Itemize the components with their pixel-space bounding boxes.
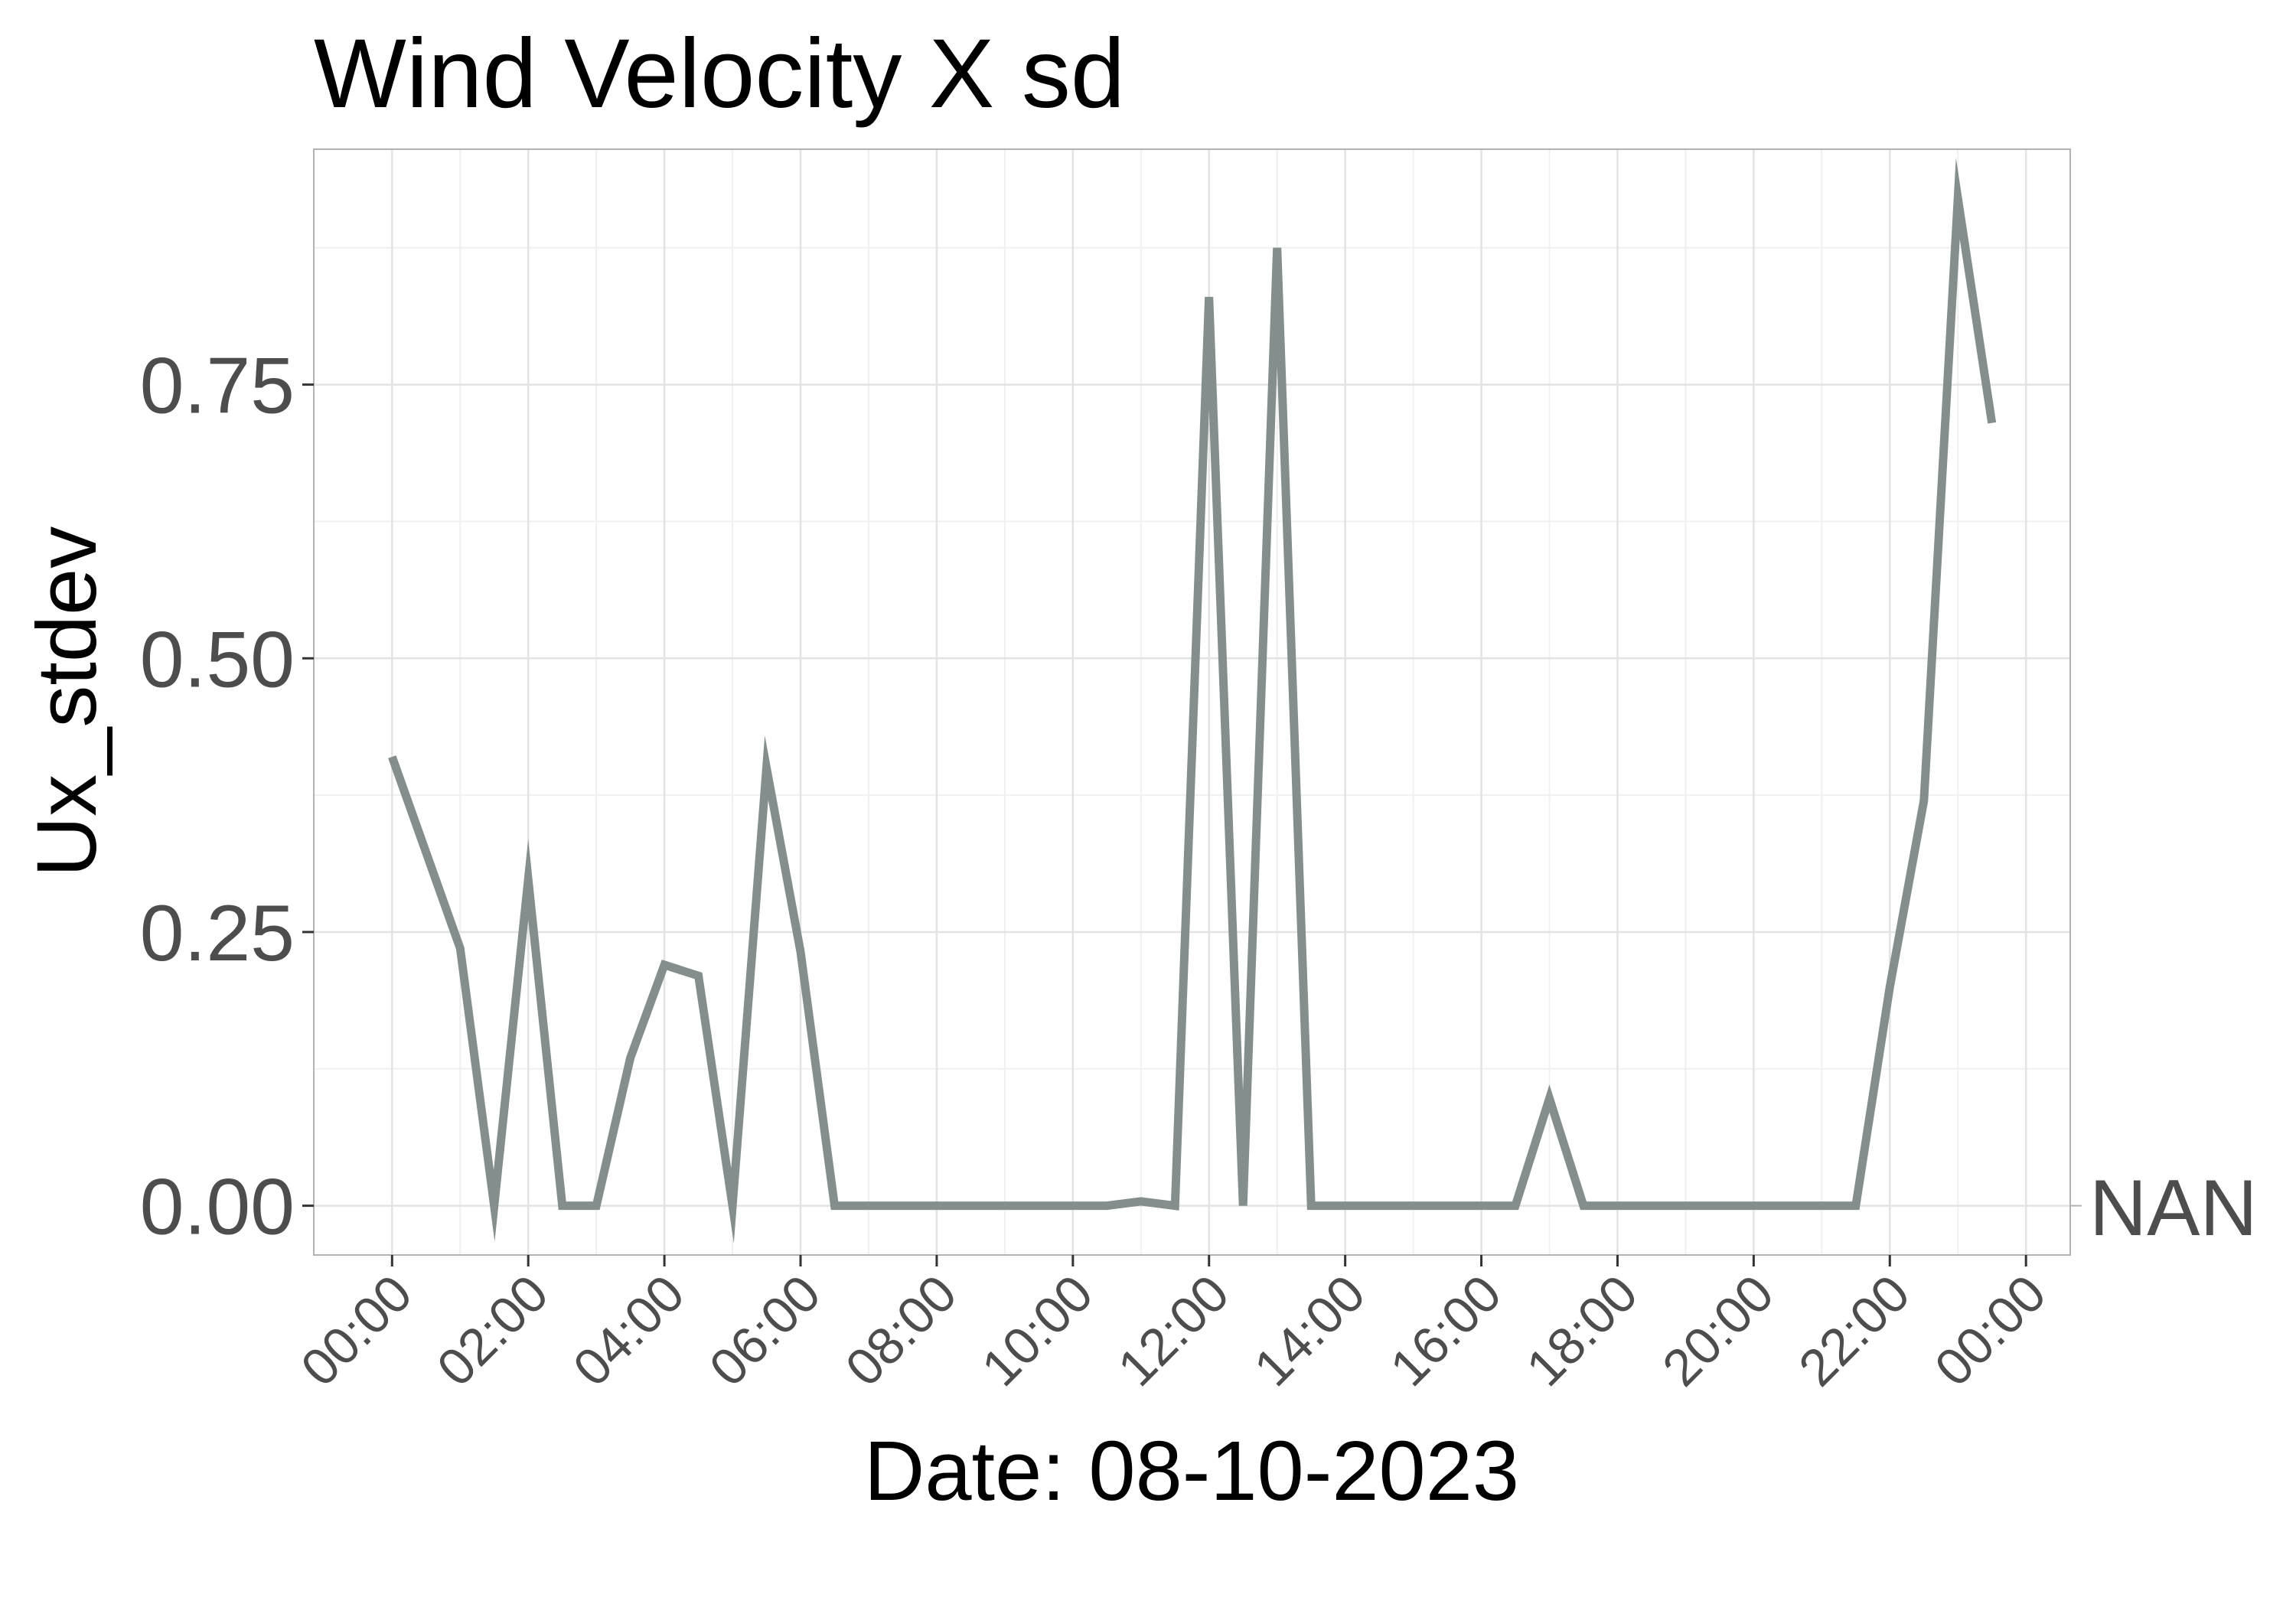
- x-tick-label: 14:00: [1243, 1264, 1376, 1397]
- x-tick-label: 02:00: [426, 1264, 559, 1397]
- x-tick-label: 00:00: [1924, 1264, 2057, 1397]
- x-tick-label: 16:00: [1379, 1264, 1512, 1397]
- x-tick-label: 18:00: [1515, 1264, 1649, 1397]
- x-tick-label: 20:00: [1652, 1264, 1785, 1397]
- series-line: [388, 158, 1997, 1244]
- chart-title: Wind Velocity X sd: [314, 19, 1125, 129]
- x-tick-label: 00:00: [290, 1264, 423, 1397]
- y-tick-label: 0.25: [140, 889, 295, 978]
- y-axis-title: Ux_stdev: [20, 526, 114, 878]
- x-axis: 00:00 02:00 04:00 06:00 08:00 10:00 12:00 14:00…: [290, 1255, 2057, 1397]
- x-tick-label: 04:00: [563, 1264, 696, 1397]
- series: [388, 158, 1997, 1244]
- nan-label: NAN: [2089, 1164, 2258, 1253]
- x-tick-label: 10:00: [970, 1264, 1104, 1397]
- y-tick-label: 0.75: [140, 342, 295, 431]
- x-tick-label: 12:00: [1107, 1264, 1240, 1397]
- y-tick-label: 0.00: [140, 1163, 295, 1252]
- y-tick-label: 0.50: [140, 615, 295, 704]
- y-axis: 0.00 0.25 0.50 0.75: [140, 342, 314, 1252]
- plot-panel-border: [313, 148, 2071, 1256]
- x-tick-label: 06:00: [699, 1264, 832, 1397]
- x-axis-title: Date: 08-10-2023: [864, 1424, 1519, 1518]
- x-tick-label: 22:00: [1788, 1264, 1921, 1397]
- x-tick-label: 08:00: [834, 1264, 967, 1397]
